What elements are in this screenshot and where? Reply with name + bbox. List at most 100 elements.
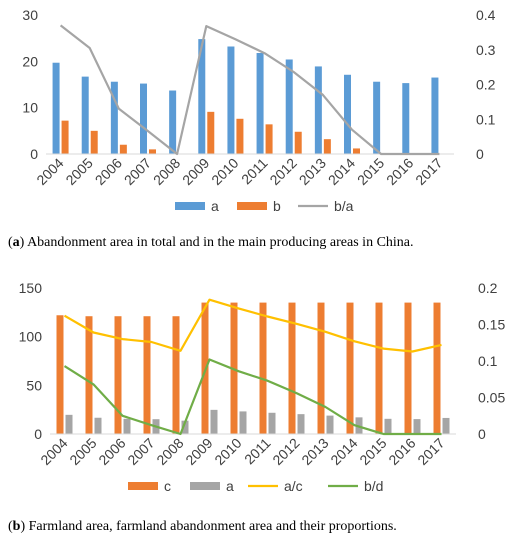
x-tick-label: 2005 (62, 155, 95, 188)
x-tick-label: 2015 (356, 435, 389, 468)
y-tick-label: 50 (26, 377, 42, 393)
bar-c (56, 315, 64, 434)
y-tick-label: 100 (19, 329, 43, 345)
y2-tick-label: 0.15 (478, 317, 505, 333)
bar-a (81, 76, 89, 154)
legend-swatch (175, 202, 205, 210)
x-tick-label: 2004 (33, 155, 66, 188)
bar-a (140, 83, 147, 154)
bar-a (169, 90, 177, 154)
y-tick-label: 20 (22, 53, 38, 69)
bar-b (353, 148, 360, 154)
bar-a (373, 81, 381, 154)
bar-c (172, 316, 180, 434)
bar-a (256, 52, 264, 154)
legend-item-a: a (175, 198, 219, 214)
x-tick-label: 2012 (266, 155, 299, 188)
bar-b (265, 124, 273, 154)
bar-a (297, 414, 305, 434)
legend-label: b/d (364, 478, 383, 494)
legend-swatch (190, 482, 220, 490)
y2-tick-label: 0.05 (478, 390, 505, 406)
bar-a (384, 418, 392, 434)
x-tick-label: 2011 (238, 155, 271, 188)
bar-c (375, 302, 383, 434)
legend-label: c (164, 478, 171, 494)
chart-b: 0 50 100 150 0 0.05 0.1 0.15 0.2 2004200520062007… (8, 280, 505, 534)
legend-item-c: c (128, 478, 171, 494)
bar-a (110, 81, 118, 154)
caption-close: ) (20, 235, 27, 250)
x-tick-label: 2007 (124, 435, 157, 468)
legend-item-b-over-a: b/a (298, 198, 354, 214)
x-tick-label: 2013 (296, 155, 329, 188)
caption-label: b (13, 519, 21, 534)
bar-a (402, 83, 410, 154)
x-tick-label: 2017 (412, 155, 445, 188)
caption-label: a (13, 235, 20, 250)
caption-open: ( (8, 235, 13, 250)
legend-label: a/c (284, 478, 303, 494)
x-tick-label: 2010 (208, 155, 241, 188)
bar-c (317, 302, 325, 434)
bar-a (52, 62, 60, 155)
line-b-over-d (63, 358, 442, 436)
bar-b (61, 120, 69, 154)
bar-c (346, 302, 354, 434)
y-tick-label: 0 (30, 146, 38, 162)
x-tick-label: 2007 (121, 155, 154, 188)
bar-b (236, 118, 244, 154)
chart-a: 0 10 20 30 0 0.1 0.2 0.3 0.4 20042005200620072008… (8, 7, 496, 250)
y2-tick-label: 0.1 (476, 111, 496, 127)
bar-a (65, 414, 73, 434)
caption-text: Abandonment area in total and in the mai… (27, 235, 413, 250)
bar-c (259, 302, 267, 434)
legend-label: a (211, 198, 219, 214)
y2-tick-label: 0.2 (476, 77, 496, 93)
x-tick-label: 2005 (66, 435, 99, 468)
line-a-over-c (63, 298, 442, 353)
x-tick-label: 2011 (241, 435, 274, 468)
caption-close: ) (20, 519, 28, 534)
x-tick-label: 2004 (37, 435, 70, 468)
bar-a (123, 418, 131, 434)
bar-a (326, 415, 334, 434)
bar-b (294, 131, 302, 154)
x-tick-label: 2010 (211, 435, 244, 468)
line-b-over-a (59, 24, 440, 156)
legend-item-a: a (190, 478, 234, 494)
y2-tick-label: 0 (478, 426, 486, 442)
x-tick-label: 2009 (179, 155, 212, 188)
y2-tick-label: 0 (476, 146, 484, 162)
bar-a (239, 411, 247, 434)
y2-tick-label: 0.2 (478, 280, 498, 296)
bar-c (404, 302, 412, 434)
y2-tick-label: 0.3 (476, 42, 496, 58)
x-tick-label: 2006 (95, 435, 128, 468)
legend-item-a-over-c: a/c (248, 478, 303, 494)
x-tick-label: 2013 (298, 435, 331, 468)
bar-c (85, 316, 93, 434)
bar-a (413, 419, 421, 434)
x-tick-label: 2012 (269, 435, 302, 468)
y-tick-label: 10 (22, 100, 38, 116)
legend-label: a (226, 478, 234, 494)
y2-tick-label: 0.1 (478, 353, 498, 369)
caption-open: ( (8, 519, 13, 534)
bar-c (288, 302, 296, 434)
bar-b (323, 139, 331, 154)
x-tick-label: 2014 (327, 435, 360, 468)
bar-a (94, 417, 102, 434)
y-tick-label: 30 (22, 7, 38, 23)
bar-b (207, 111, 215, 154)
bar-b (119, 144, 127, 154)
x-tick-label: 2009 (182, 435, 215, 468)
bar-a (431, 77, 439, 154)
legend-item-b: b (237, 198, 281, 214)
legend-label: b/a (334, 198, 354, 214)
bar-c (114, 316, 122, 434)
bar-a (344, 74, 351, 154)
y2-tick-label: 0.4 (476, 7, 496, 23)
x-tick-label: 2008 (153, 435, 186, 468)
